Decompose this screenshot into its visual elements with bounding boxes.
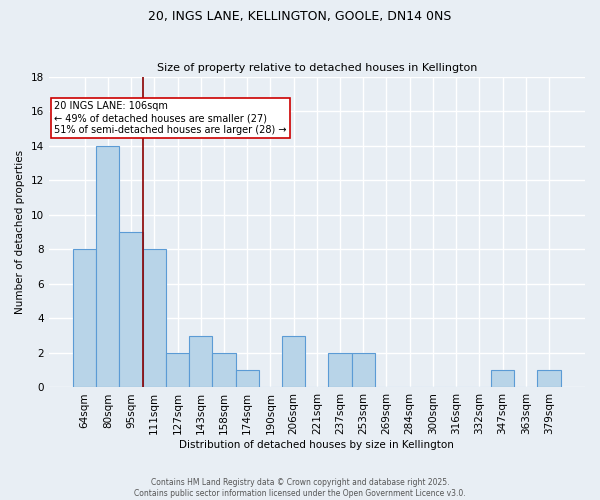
Bar xyxy=(538,370,560,388)
Bar xyxy=(166,353,189,388)
Bar xyxy=(73,250,96,388)
Text: 20 INGS LANE: 106sqm
← 49% of detached houses are smaller (27)
51% of semi-detac: 20 INGS LANE: 106sqm ← 49% of detached h… xyxy=(54,102,287,134)
Bar xyxy=(352,353,375,388)
X-axis label: Distribution of detached houses by size in Kellington: Distribution of detached houses by size … xyxy=(179,440,454,450)
Bar xyxy=(119,232,143,388)
Text: Contains HM Land Registry data © Crown copyright and database right 2025.
Contai: Contains HM Land Registry data © Crown c… xyxy=(134,478,466,498)
Bar xyxy=(491,370,514,388)
Bar xyxy=(212,353,236,388)
Y-axis label: Number of detached properties: Number of detached properties xyxy=(15,150,25,314)
Text: 20, INGS LANE, KELLINGTON, GOOLE, DN14 0NS: 20, INGS LANE, KELLINGTON, GOOLE, DN14 0… xyxy=(148,10,452,23)
Bar xyxy=(96,146,119,388)
Bar xyxy=(328,353,352,388)
Bar xyxy=(143,250,166,388)
Title: Size of property relative to detached houses in Kellington: Size of property relative to detached ho… xyxy=(157,63,477,73)
Bar xyxy=(282,336,305,388)
Bar xyxy=(189,336,212,388)
Bar xyxy=(236,370,259,388)
